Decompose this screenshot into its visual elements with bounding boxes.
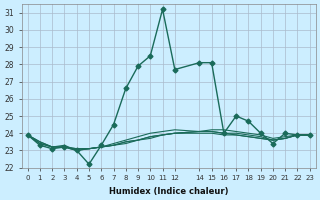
X-axis label: Humidex (Indice chaleur): Humidex (Indice chaleur) (109, 187, 228, 196)
